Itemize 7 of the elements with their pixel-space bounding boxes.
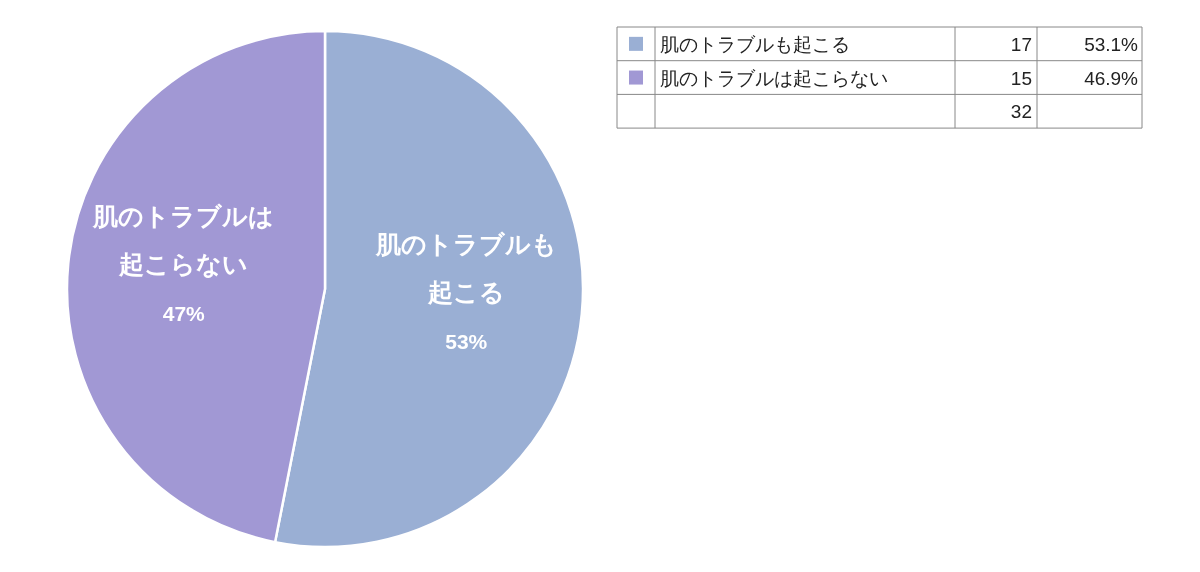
text: 17: [1010, 33, 1032, 55]
text: 32: [1010, 101, 1032, 123]
text: 15: [1010, 67, 1032, 89]
text: 53.1%: [1084, 33, 1138, 55]
text: 46.9%: [1084, 67, 1138, 89]
legend-label: 肌のトラブルは起こらない: [660, 67, 888, 89]
legend-label: 肌のトラブルも起こる: [660, 33, 850, 55]
